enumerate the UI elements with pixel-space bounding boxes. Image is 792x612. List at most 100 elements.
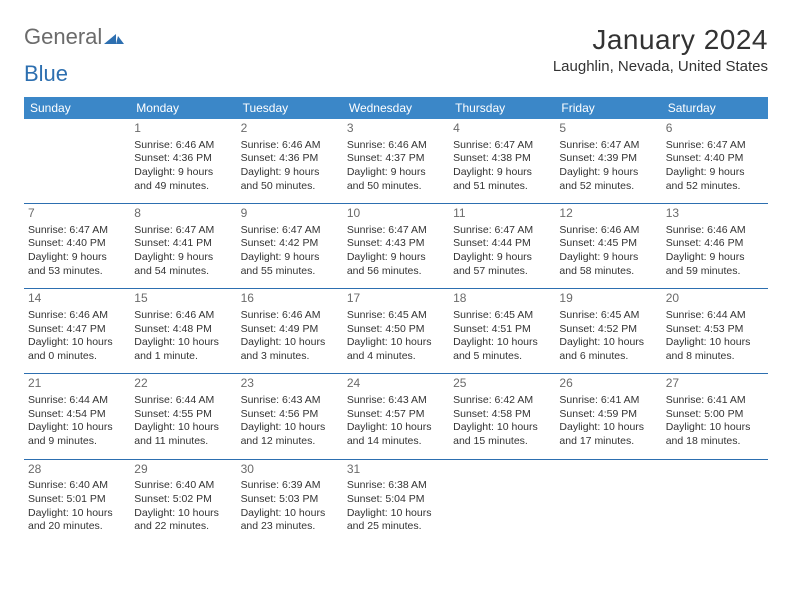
calendar-cell: 22Sunrise: 6:44 AMSunset: 4:55 PMDayligh… xyxy=(130,374,236,459)
sunset-text: Sunset: 4:59 PM xyxy=(559,408,657,422)
sunrise-text: Sunrise: 6:47 AM xyxy=(134,224,232,238)
calendar-page: General January 2024 Laughlin, Nevada, U… xyxy=(0,0,792,560)
daylight-text: Daylight: 10 hours xyxy=(347,336,445,350)
sunrise-text: Sunrise: 6:46 AM xyxy=(134,139,232,153)
sunset-text: Sunset: 4:53 PM xyxy=(666,323,764,337)
daylight-text: Daylight: 10 hours xyxy=(28,507,126,521)
daylight-text: Daylight: 9 hours xyxy=(453,251,551,265)
sunset-text: Sunset: 4:44 PM xyxy=(453,237,551,251)
sunset-text: Sunset: 4:42 PM xyxy=(241,237,339,251)
sunrise-text: Sunrise: 6:47 AM xyxy=(453,224,551,238)
daylight-text: and 6 minutes. xyxy=(559,350,657,364)
calendar-week-row: 28Sunrise: 6:40 AMSunset: 5:01 PMDayligh… xyxy=(24,459,768,544)
page-subtitle: Laughlin, Nevada, United States xyxy=(553,58,768,75)
weekday-header: Thursday xyxy=(449,97,555,119)
sunset-text: Sunset: 4:40 PM xyxy=(666,152,764,166)
sunrise-text: Sunrise: 6:40 AM xyxy=(28,479,126,493)
daylight-text: and 5 minutes. xyxy=(453,350,551,364)
sunrise-text: Sunrise: 6:44 AM xyxy=(28,394,126,408)
sunset-text: Sunset: 4:52 PM xyxy=(559,323,657,337)
weekday-header: Wednesday xyxy=(343,97,449,119)
sunset-text: Sunset: 5:01 PM xyxy=(28,493,126,507)
calendar-cell xyxy=(449,459,555,544)
daylight-text: and 58 minutes. xyxy=(559,265,657,279)
sunrise-text: Sunrise: 6:46 AM xyxy=(28,309,126,323)
calendar-cell: 26Sunrise: 6:41 AMSunset: 4:59 PMDayligh… xyxy=(555,374,661,459)
sunset-text: Sunset: 4:55 PM xyxy=(134,408,232,422)
sunset-text: Sunset: 4:57 PM xyxy=(347,408,445,422)
calendar-cell: 17Sunrise: 6:45 AMSunset: 4:50 PMDayligh… xyxy=(343,289,449,374)
calendar-cell xyxy=(555,459,661,544)
sunrise-text: Sunrise: 6:47 AM xyxy=(347,224,445,238)
day-number: 6 xyxy=(666,121,764,137)
day-number: 21 xyxy=(28,376,126,392)
daylight-text: Daylight: 10 hours xyxy=(241,336,339,350)
logo-text-general: General xyxy=(24,24,102,50)
daylight-text: Daylight: 10 hours xyxy=(453,421,551,435)
page-title: January 2024 xyxy=(553,24,768,56)
daylight-text: Daylight: 9 hours xyxy=(666,251,764,265)
sunrise-text: Sunrise: 6:46 AM xyxy=(241,139,339,153)
daylight-text: Daylight: 9 hours xyxy=(134,251,232,265)
title-block: January 2024 Laughlin, Nevada, United St… xyxy=(553,24,768,75)
day-number: 3 xyxy=(347,121,445,137)
sunset-text: Sunset: 5:03 PM xyxy=(241,493,339,507)
sunrise-text: Sunrise: 6:46 AM xyxy=(347,139,445,153)
day-number: 12 xyxy=(559,206,657,222)
weekday-header: Sunday xyxy=(24,97,130,119)
daylight-text: and 50 minutes. xyxy=(241,180,339,194)
daylight-text: Daylight: 10 hours xyxy=(559,336,657,350)
day-number: 11 xyxy=(453,206,551,222)
calendar-cell: 11 Sunrise: 6:47 AMSunset: 4:44 PMDayligh… xyxy=(449,204,555,289)
logo-triangle-icon xyxy=(104,30,124,44)
daylight-text: Daylight: 9 hours xyxy=(347,166,445,180)
calendar-cell: 6Sunrise: 6:47 AMSunset: 4:40 PMDaylight… xyxy=(662,119,768,204)
daylight-text: and 9 minutes. xyxy=(28,435,126,449)
daylight-text: and 59 minutes. xyxy=(666,265,764,279)
day-number: 1 xyxy=(134,121,232,137)
calendar-body: 1Sunrise: 6:46 AMSunset: 4:36 PMDaylight… xyxy=(24,119,768,544)
daylight-text: and 52 minutes. xyxy=(666,180,764,194)
daylight-text: and 11 minutes. xyxy=(134,435,232,449)
sunrise-text: Sunrise: 6:40 AM xyxy=(134,479,232,493)
calendar-table: SundayMondayTuesdayWednesdayThursdayFrid… xyxy=(24,97,768,544)
daylight-text: and 8 minutes. xyxy=(666,350,764,364)
daylight-text: Daylight: 10 hours xyxy=(666,336,764,350)
daylight-text: Daylight: 10 hours xyxy=(134,421,232,435)
day-number: 18 xyxy=(453,291,551,307)
calendar-cell: 10Sunrise: 6:47 AMSunset: 4:43 PMDayligh… xyxy=(343,204,449,289)
sunset-text: Sunset: 4:37 PM xyxy=(347,152,445,166)
weekday-header: Friday xyxy=(555,97,661,119)
daylight-text: Daylight: 9 hours xyxy=(241,251,339,265)
day-number: 27 xyxy=(666,376,764,392)
calendar-cell: 5Sunrise: 6:47 AMSunset: 4:39 PMDaylight… xyxy=(555,119,661,204)
daylight-text: and 49 minutes. xyxy=(134,180,232,194)
calendar-week-row: 14Sunrise: 6:46 AMSunset: 4:47 PMDayligh… xyxy=(24,289,768,374)
sunrise-text: Sunrise: 6:47 AM xyxy=(666,139,764,153)
daylight-text: Daylight: 9 hours xyxy=(559,166,657,180)
weekday-row: SundayMondayTuesdayWednesdayThursdayFrid… xyxy=(24,97,768,119)
weekday-header: Saturday xyxy=(662,97,768,119)
sunrise-text: Sunrise: 6:41 AM xyxy=(559,394,657,408)
sunrise-text: Sunrise: 6:47 AM xyxy=(28,224,126,238)
day-number: 19 xyxy=(559,291,657,307)
sunrise-text: Sunrise: 6:44 AM xyxy=(666,309,764,323)
sunrise-text: Sunrise: 6:46 AM xyxy=(241,309,339,323)
daylight-text: and 14 minutes. xyxy=(347,435,445,449)
daylight-text: Daylight: 10 hours xyxy=(241,507,339,521)
calendar-cell: 8Sunrise: 6:47 AMSunset: 4:41 PMDaylight… xyxy=(130,204,236,289)
daylight-text: and 51 minutes. xyxy=(453,180,551,194)
calendar-cell: 30Sunrise: 6:39 AMSunset: 5:03 PMDayligh… xyxy=(237,459,343,544)
daylight-text: Daylight: 10 hours xyxy=(134,336,232,350)
sunrise-text: Sunrise: 6:38 AM xyxy=(347,479,445,493)
daylight-text: Daylight: 9 hours xyxy=(347,251,445,265)
calendar-cell: 31Sunrise: 6:38 AMSunset: 5:04 PMDayligh… xyxy=(343,459,449,544)
day-number: 28 xyxy=(28,462,126,478)
sunrise-text: Sunrise: 6:45 AM xyxy=(559,309,657,323)
weekday-header: Monday xyxy=(130,97,236,119)
calendar-cell: 18Sunrise: 6:45 AMSunset: 4:51 PMDayligh… xyxy=(449,289,555,374)
calendar-cell: 20Sunrise: 6:44 AMSunset: 4:53 PMDayligh… xyxy=(662,289,768,374)
day-number: 4 xyxy=(453,121,551,137)
daylight-text: Daylight: 10 hours xyxy=(347,421,445,435)
daylight-text: and 54 minutes. xyxy=(134,265,232,279)
